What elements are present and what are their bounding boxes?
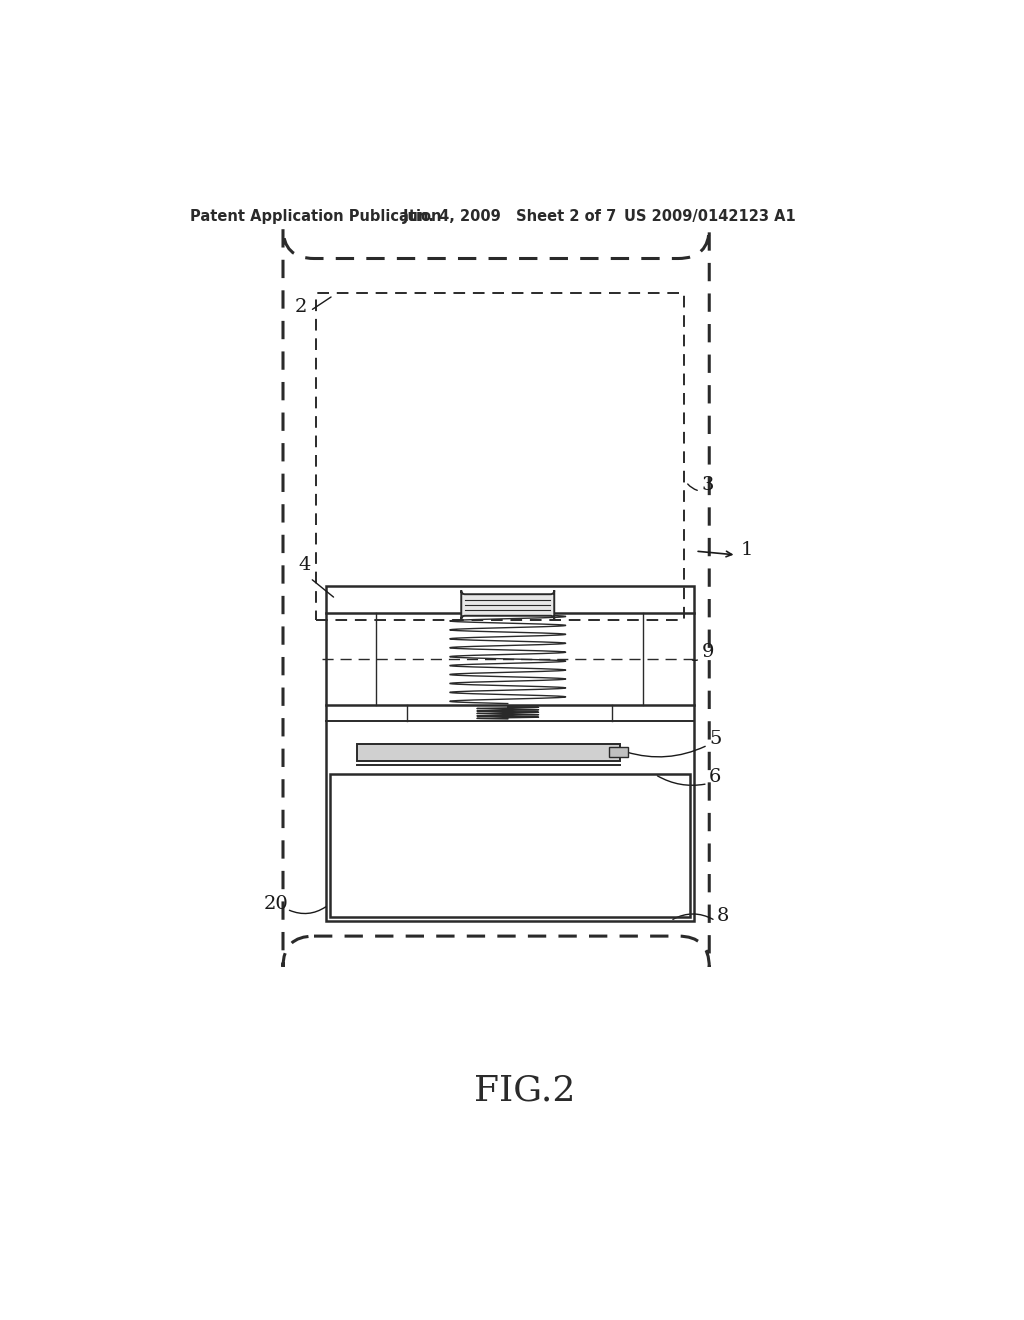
Text: 5: 5 bbox=[710, 730, 722, 747]
Text: 3: 3 bbox=[701, 475, 714, 494]
FancyBboxPatch shape bbox=[461, 590, 554, 619]
Text: 4: 4 bbox=[299, 556, 311, 574]
Text: 2: 2 bbox=[295, 298, 307, 317]
Text: Jun. 4, 2009   Sheet 2 of 7: Jun. 4, 2009 Sheet 2 of 7 bbox=[403, 209, 617, 223]
Text: 1: 1 bbox=[740, 541, 753, 558]
Text: Patent Application Publication: Patent Application Publication bbox=[190, 209, 441, 223]
Text: 20: 20 bbox=[263, 895, 289, 913]
Text: 8: 8 bbox=[717, 907, 729, 925]
Text: FIG.2: FIG.2 bbox=[474, 1073, 575, 1107]
Text: US 2009/0142123 A1: US 2009/0142123 A1 bbox=[624, 209, 796, 223]
Text: 6: 6 bbox=[710, 768, 722, 787]
Bar bbox=[330, 775, 690, 917]
Bar bbox=[356, 743, 621, 760]
Text: 9: 9 bbox=[701, 643, 714, 661]
Bar bbox=[608, 747, 628, 758]
